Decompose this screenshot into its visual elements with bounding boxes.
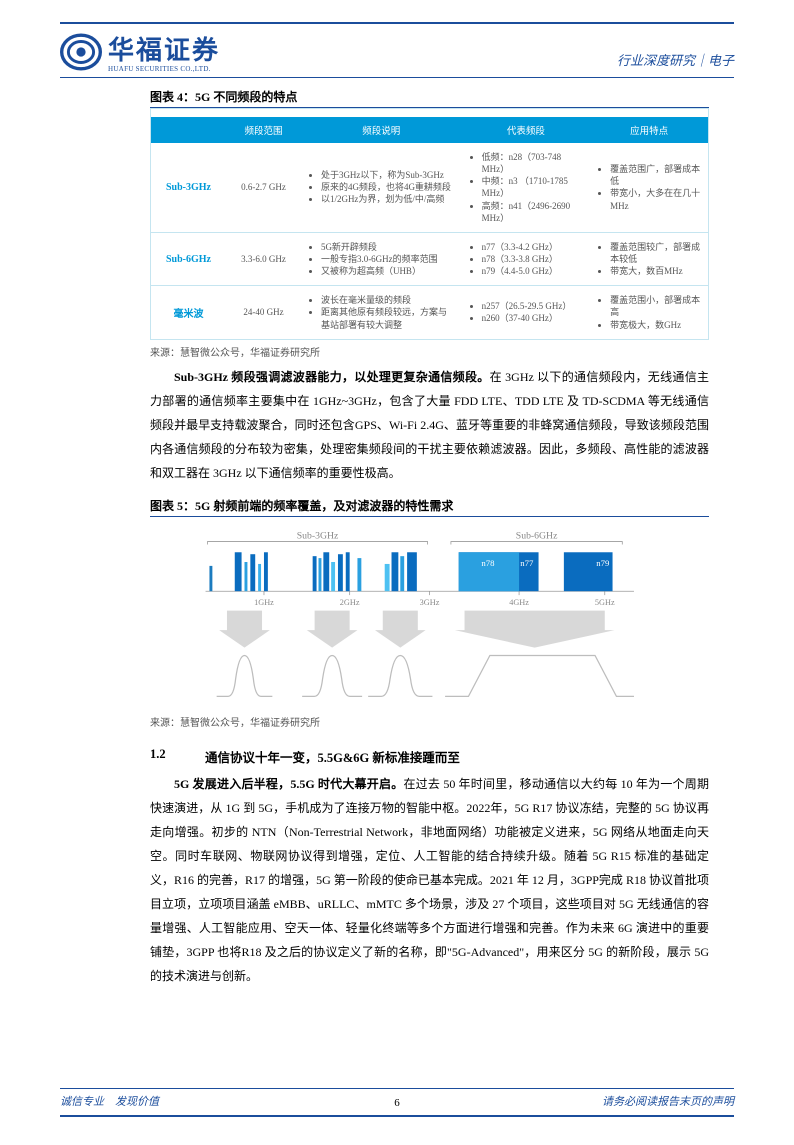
header-underline (60, 77, 734, 78)
table-row: Sub-3GHz0.6-2.7 GHz处于3GHz以下，称为Sub-3GHz原来… (151, 143, 708, 232)
spectrum-chart-svg: Sub-3GHz Sub-6GHz 1GHz 2GHz 3GHz 4GHz 5GHz n78 n… (154, 525, 705, 710)
page-number: 6 (394, 1097, 400, 1109)
figure5-title: 图表 5：5G 射频前端的频率覆盖，及对滤波器的特性需求 (150, 497, 709, 517)
para1-text: 在 3GHz 以下的通信频段内，无线通信主力部署的通信频率主要集中在 1GHz~… (150, 370, 709, 480)
table-header: 应用特点 (590, 117, 708, 143)
content: 图表 4：5G 不同频段的特点 频段范围频段说明代表频段应用特点 Sub-3GH… (150, 88, 709, 988)
table-row: Sub-6GHz3.3-6.0 GHz5G新开辟频段一般专指3.0-6GHz的频… (151, 232, 708, 285)
svg-text:Sub-6GHz: Sub-6GHz (516, 530, 558, 541)
para2-text: 在过去 50 年时间里，移动通信以大约每 10 年为一个周期快速演进，从 1G … (150, 777, 709, 983)
para2-lead: 5G 发展进入后半程，5.5G 时代大幕开启。 (174, 777, 403, 791)
table-header: 代表频段 (462, 117, 591, 143)
paragraph-1: Sub-3GHz 频段强调滤波器能力，以处理更复杂通信频段。在 3GHz 以下的… (150, 365, 709, 485)
svg-text:2GHz: 2GHz (340, 598, 360, 607)
logo-text-cn: 华福证券 (108, 30, 220, 67)
svg-text:3GHz: 3GHz (420, 598, 440, 607)
figure5-source: 来源：慧智微公众号，华福证券研究所 (150, 714, 709, 729)
svg-text:n77: n77 (520, 558, 534, 568)
section-title: 通信协议十年一变，5.5G&6G 新标准接踵而至 (205, 747, 460, 766)
svg-text:n78: n78 (481, 558, 495, 568)
table-header (151, 117, 226, 143)
header-category: 行业深度研究｜电子 (617, 50, 734, 73)
header: 华福证券 HUAFU SECURITIES CO.,LTD. 行业深度研究｜电子 (60, 30, 734, 73)
section-1.2-head: 1.2 通信协议十年一变，5.5G&6G 新标准接踵而至 (150, 747, 709, 766)
section-num: 1.2 (150, 747, 205, 766)
figure4-title: 图表 4：5G 不同频段的特点 (150, 88, 709, 108)
figure4-table-wrap: 频段范围频段说明代表频段应用特点 Sub-3GHz0.6-2.7 GHz处于3G… (150, 108, 709, 340)
logo-icon (60, 31, 102, 73)
figure4-table: 频段范围频段说明代表频段应用特点 Sub-3GHz0.6-2.7 GHz处于3G… (151, 117, 708, 339)
footer-left: 诚信专业 发现价值 (60, 1093, 159, 1109)
svg-text:Sub-3GHz: Sub-3GHz (297, 530, 339, 541)
svg-text:n79: n79 (596, 558, 610, 568)
footer-right: 请务必阅读报告末页的声明 (602, 1093, 734, 1109)
logo-text-en: HUAFU SECURITIES CO.,LTD. (108, 65, 220, 73)
figure5-chart: Sub-3GHz Sub-6GHz 1GHz 2GHz 3GHz 4GHz 5GHz n78 n… (154, 525, 705, 710)
table-row: 毫米波24-40 GHz波长在毫米量级的频段距离其他原有频段较远，方案与基站部署… (151, 286, 708, 339)
para1-lead: Sub-3GHz 频段强调滤波器能力，以处理更复杂通信频段。 (174, 370, 490, 384)
table-header: 频段说明 (301, 117, 462, 143)
table-header: 频段范围 (226, 117, 301, 143)
top-border (60, 22, 734, 24)
svg-text:4GHz: 4GHz (509, 598, 529, 607)
figure4-source: 来源：慧智微公众号，华福证券研究所 (150, 344, 709, 359)
logo: 华福证券 HUAFU SECURITIES CO.,LTD. (60, 30, 220, 73)
svg-text:1GHz: 1GHz (254, 598, 274, 607)
footer-bottom-border (60, 1115, 734, 1117)
paragraph-2: 5G 发展进入后半程，5.5G 时代大幕开启。在过去 50 年时间里，移动通信以… (150, 772, 709, 988)
svg-text:5GHz: 5GHz (595, 598, 615, 607)
